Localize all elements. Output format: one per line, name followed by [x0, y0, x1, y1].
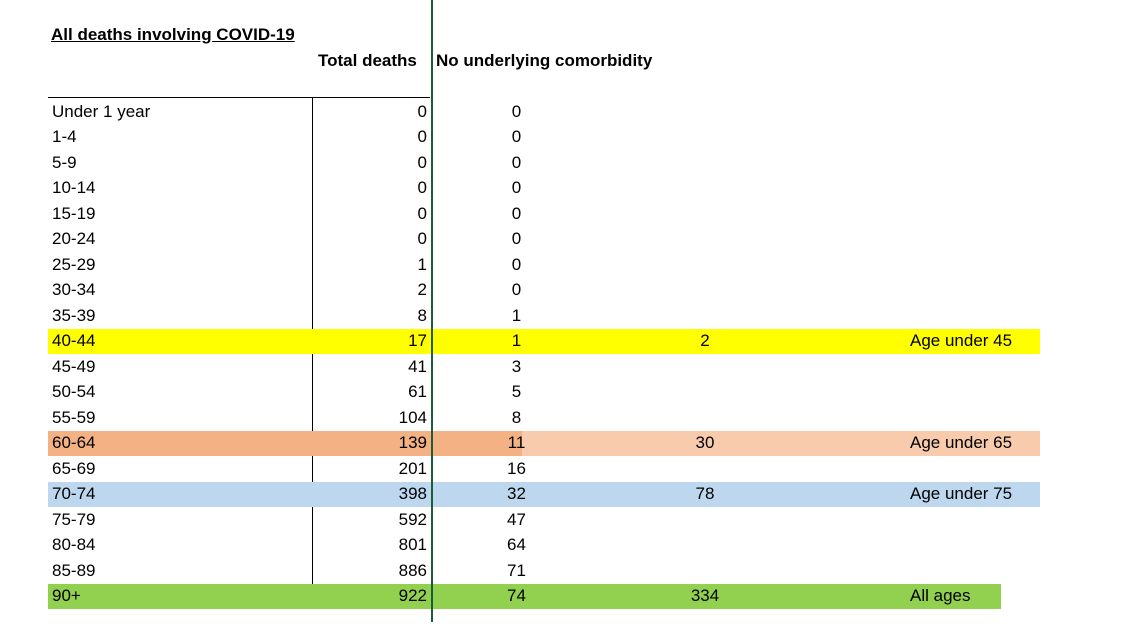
row-highlight — [48, 328, 1040, 354]
table-row: 25-29 1 0 — [0, 252, 1136, 278]
age-cell[interactable]: 15-19 — [52, 203, 96, 223]
no-comorbidity-cell[interactable]: 32 — [507, 484, 526, 504]
table-row: 45-49 41 3 — [0, 354, 1136, 380]
no-comorbidity-cell[interactable]: 0 — [511, 101, 522, 121]
total-deaths-cell[interactable]: 886 — [398, 560, 427, 580]
table-row: 10-14 0 0 — [0, 176, 1136, 202]
no-comorbidity-cell[interactable]: 64 — [507, 535, 526, 555]
age-cell[interactable]: 40-44 — [52, 331, 96, 351]
no-comorbidity-cell[interactable]: 1 — [511, 305, 522, 325]
sheet-title: All deaths involving COVID-19 — [51, 25, 295, 44]
group-label-cell[interactable]: Age under 45 — [910, 331, 1013, 351]
no-comorbidity-cell[interactable]: 5 — [511, 382, 522, 402]
total-deaths-cell[interactable]: 61 — [408, 382, 427, 402]
total-deaths-cell[interactable]: 104 — [398, 407, 427, 427]
no-comorbidity-cell[interactable]: 0 — [511, 254, 522, 274]
age-cell[interactable]: 35-39 — [52, 305, 96, 325]
total-deaths-cell[interactable]: 398 — [398, 484, 427, 504]
table-row: 55-59 104 8 — [0, 405, 1136, 431]
total-deaths-cell[interactable]: 0 — [417, 101, 427, 121]
total-deaths-cell[interactable]: 0 — [417, 127, 427, 147]
table-row: Under 1 year 0 0 — [0, 99, 1136, 125]
age-cell[interactable]: 75-79 — [52, 509, 96, 529]
table-row: 35-39 8 1 — [0, 303, 1136, 329]
frozen-pane-divider[interactable] — [431, 0, 433, 622]
total-deaths-header: Total deaths — [318, 51, 417, 70]
total-deaths-cell[interactable]: 41 — [408, 356, 427, 376]
no-comorbidity-cell[interactable]: 0 — [511, 203, 522, 223]
age-cell[interactable]: 45-49 — [52, 356, 96, 376]
total-deaths-cell[interactable]: 17 — [408, 331, 427, 351]
age-cell[interactable]: 1-4 — [52, 127, 77, 147]
total-deaths-cell[interactable]: 201 — [398, 458, 427, 478]
table-row: 60-64 139 11 30 Age under 65 — [0, 430, 1136, 456]
no-comorbidity-cell[interactable]: 47 — [507, 509, 526, 529]
cumulative-cell[interactable]: 334 — [690, 586, 720, 606]
age-cell[interactable]: 90+ — [52, 586, 81, 606]
table-row: 1-4 0 0 — [0, 125, 1136, 151]
age-cell[interactable]: 50-54 — [52, 382, 96, 402]
age-cell[interactable]: 70-74 — [52, 484, 96, 504]
no-comorbidity-cell[interactable]: 0 — [511, 178, 522, 198]
no-comorbidity-cell[interactable]: 16 — [507, 458, 526, 478]
cumulative-cell[interactable]: 78 — [695, 484, 715, 504]
total-deaths-cell[interactable]: 922 — [398, 586, 427, 606]
table-row: 50-54 61 5 — [0, 380, 1136, 406]
total-deaths-cell[interactable]: 2 — [417, 280, 427, 300]
age-cell[interactable]: 25-29 — [52, 254, 96, 274]
age-cell[interactable]: 55-59 — [52, 407, 96, 427]
no-comorbidity-cell[interactable]: 0 — [511, 127, 522, 147]
total-deaths-cell[interactable]: 139 — [398, 433, 427, 453]
row-highlight — [522, 430, 1040, 456]
total-deaths-cell[interactable]: 0 — [417, 152, 427, 172]
no-comorbidity-cell[interactable]: 1 — [511, 331, 522, 351]
age-cell[interactable]: 60-64 — [52, 433, 96, 453]
table-row: 75-79 592 47 — [0, 507, 1136, 533]
no-comorbidity-cell[interactable]: 74 — [507, 586, 526, 606]
age-cell[interactable]: 5-9 — [52, 152, 77, 172]
no-comorbidity-cell[interactable]: 8 — [511, 407, 522, 427]
total-deaths-cell[interactable]: 0 — [417, 203, 427, 223]
total-deaths-cell[interactable]: 0 — [417, 229, 427, 249]
group-label-cell[interactable]: Age under 65 — [910, 433, 1013, 453]
row-highlight — [48, 430, 522, 456]
total-deaths-cell[interactable]: 592 — [398, 509, 427, 529]
table-row: 90+ 922 74 334 All ages — [0, 583, 1136, 609]
total-deaths-cell[interactable]: 801 — [398, 535, 427, 555]
total-deaths-cell[interactable]: 8 — [417, 305, 427, 325]
age-cell[interactable]: 65-69 — [52, 458, 96, 478]
row-highlight — [48, 583, 1001, 609]
table-row: 80-84 801 64 — [0, 533, 1136, 559]
no-comorbidity-cell[interactable]: 0 — [511, 152, 522, 172]
cumulative-cell[interactable]: 2 — [700, 331, 710, 351]
table-row: 85-89 886 71 — [0, 558, 1136, 584]
age-cell[interactable]: Under 1 year — [52, 101, 151, 121]
table-row: 65-69 201 16 — [0, 456, 1136, 482]
table-row: 70-74 398 32 78 Age under 75 — [0, 481, 1136, 507]
table-row: 30-34 2 0 — [0, 278, 1136, 304]
group-label-cell[interactable]: Age under 75 — [910, 484, 1013, 504]
group-label-cell[interactable]: All ages — [910, 586, 971, 606]
no-comorbidity-cell[interactable]: 0 — [511, 229, 522, 249]
total-deaths-cell[interactable]: 0 — [417, 178, 427, 198]
age-cell[interactable]: 85-89 — [52, 560, 96, 580]
no-comorbidity-cell[interactable]: 3 — [511, 356, 522, 376]
age-cell[interactable]: 80-84 — [52, 535, 96, 555]
table-row: 5-9 0 0 — [0, 150, 1136, 176]
no-comorbidity-cell[interactable]: 71 — [507, 560, 526, 580]
no-comorbidity-cell[interactable]: 11 — [507, 433, 526, 453]
age-cell[interactable]: 10-14 — [52, 178, 96, 198]
age-cell[interactable]: 30-34 — [52, 280, 96, 300]
cumulative-cell[interactable]: 30 — [695, 433, 715, 453]
table-row: 40-44 17 1 2 Age under 45 — [0, 328, 1136, 354]
table-row: 20-24 0 0 — [0, 227, 1136, 253]
table-row: 15-19 0 0 — [0, 201, 1136, 227]
no-comorbidity-header: No underlying comorbidity — [436, 51, 653, 70]
total-deaths-cell[interactable]: 1 — [417, 254, 427, 274]
row-highlight — [48, 481, 1040, 507]
age-cell[interactable]: 20-24 — [52, 229, 96, 249]
no-comorbidity-cell[interactable]: 0 — [511, 280, 522, 300]
header-border — [48, 97, 430, 98]
